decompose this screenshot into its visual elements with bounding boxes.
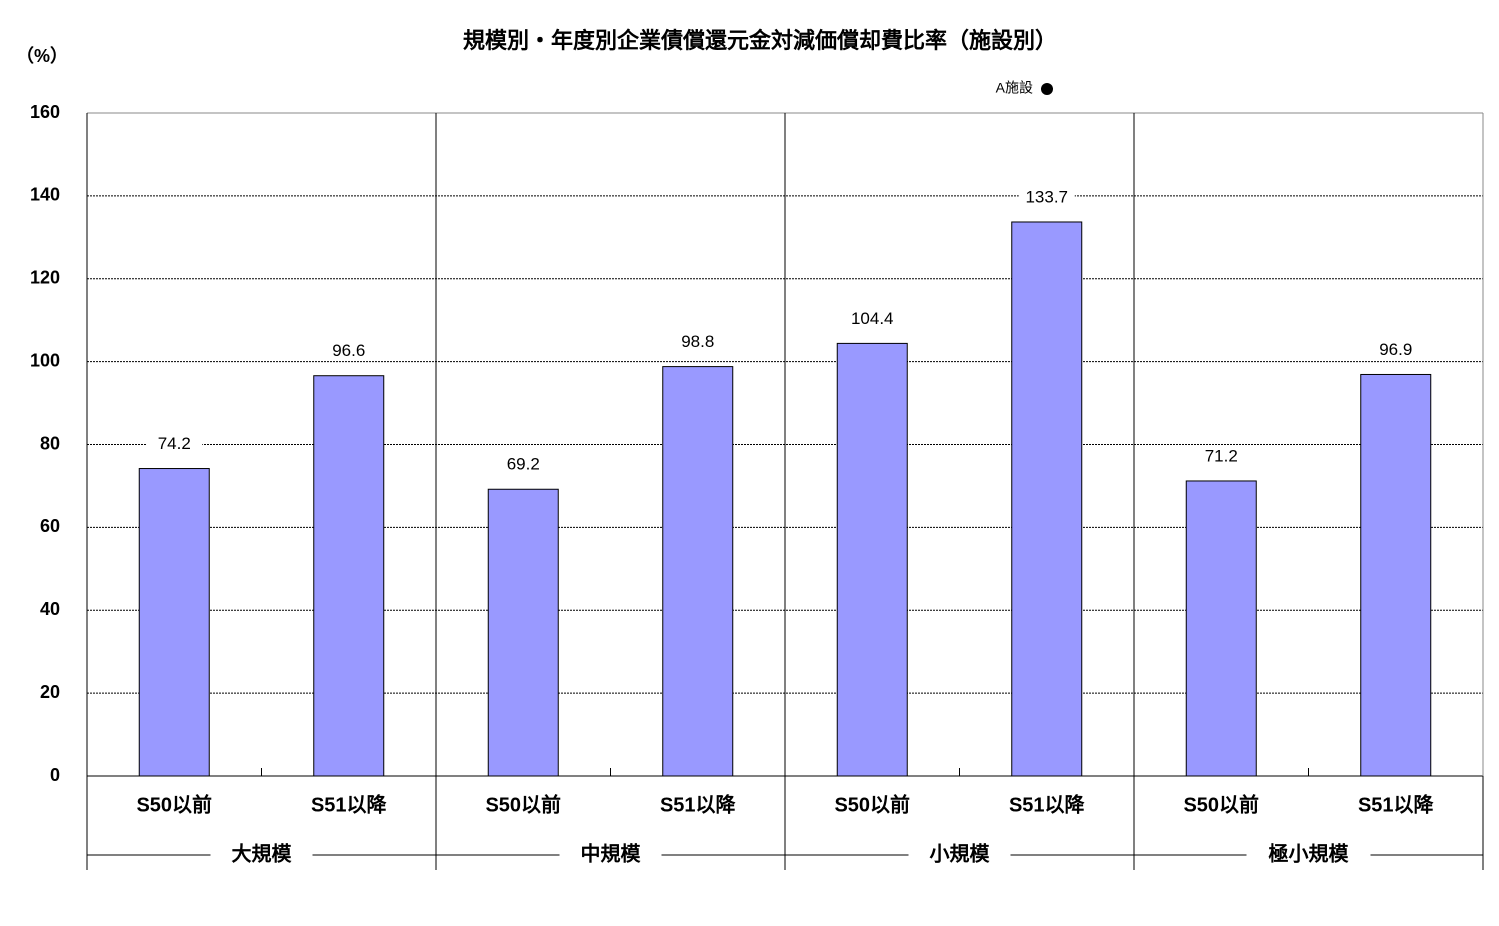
bar <box>662 366 734 777</box>
bar <box>138 468 210 777</box>
value-label-bg <box>1193 445 1250 466</box>
y-tick-label: 160 <box>30 102 60 122</box>
value-label-bg <box>669 331 726 352</box>
legend-marker <box>1041 83 1053 95</box>
y-tick-label: 80 <box>40 433 60 453</box>
value-label-bg <box>495 454 552 475</box>
group-label: 中規模 <box>581 841 642 865</box>
x-tick-label: S50以前 <box>1183 792 1259 816</box>
value-label-bg <box>844 308 901 329</box>
y-tick-label: 0 <box>50 765 60 785</box>
value-label: 69.2 <box>507 455 540 474</box>
chart-title: 規模別・年度別企業債償還元金対減価償却費比率（施設別） <box>463 28 1057 53</box>
bar <box>836 342 908 777</box>
x-tick-label: S51以降 <box>1358 792 1435 816</box>
value-label: 98.8 <box>681 332 714 351</box>
y-tick-label: 140 <box>30 185 60 205</box>
bar <box>1185 480 1257 777</box>
value-label: 96.6 <box>332 341 365 360</box>
value-label-bg <box>1367 339 1424 360</box>
y-axis-label: （%） <box>16 46 68 66</box>
y-tick-label: 60 <box>40 516 60 536</box>
x-tick-label: S50以前 <box>834 792 910 816</box>
y-tick-label: 20 <box>40 682 60 702</box>
x-tick-label: S51以降 <box>1009 792 1086 816</box>
value-label: 96.9 <box>1379 340 1412 359</box>
legend-label: A施設 <box>996 80 1033 96</box>
x-tick-label: S50以前 <box>136 792 212 816</box>
value-label-bg <box>320 340 377 361</box>
group-label: 大規模 <box>232 841 293 865</box>
value-label: 71.2 <box>1205 446 1238 465</box>
group-label: 極小規模 <box>1268 841 1350 865</box>
y-tick-label: 100 <box>30 350 60 370</box>
value-label-bg <box>146 433 203 454</box>
value-label: 104.4 <box>851 309 894 328</box>
y-tick-label: 40 <box>40 599 60 619</box>
group-label: 小規模 <box>930 841 991 865</box>
x-tick-label: S50以前 <box>485 792 561 816</box>
x-tick-label: S51以降 <box>660 792 737 816</box>
bar <box>1011 221 1083 777</box>
value-label: 74.2 <box>158 434 191 453</box>
value-label-bg <box>1018 186 1075 207</box>
x-tick-label: S51以降 <box>311 792 388 816</box>
value-label: 133.7 <box>1025 187 1068 206</box>
bar <box>1360 373 1432 777</box>
bar <box>313 375 385 777</box>
y-tick-label: 120 <box>30 268 60 288</box>
bar <box>487 488 559 777</box>
